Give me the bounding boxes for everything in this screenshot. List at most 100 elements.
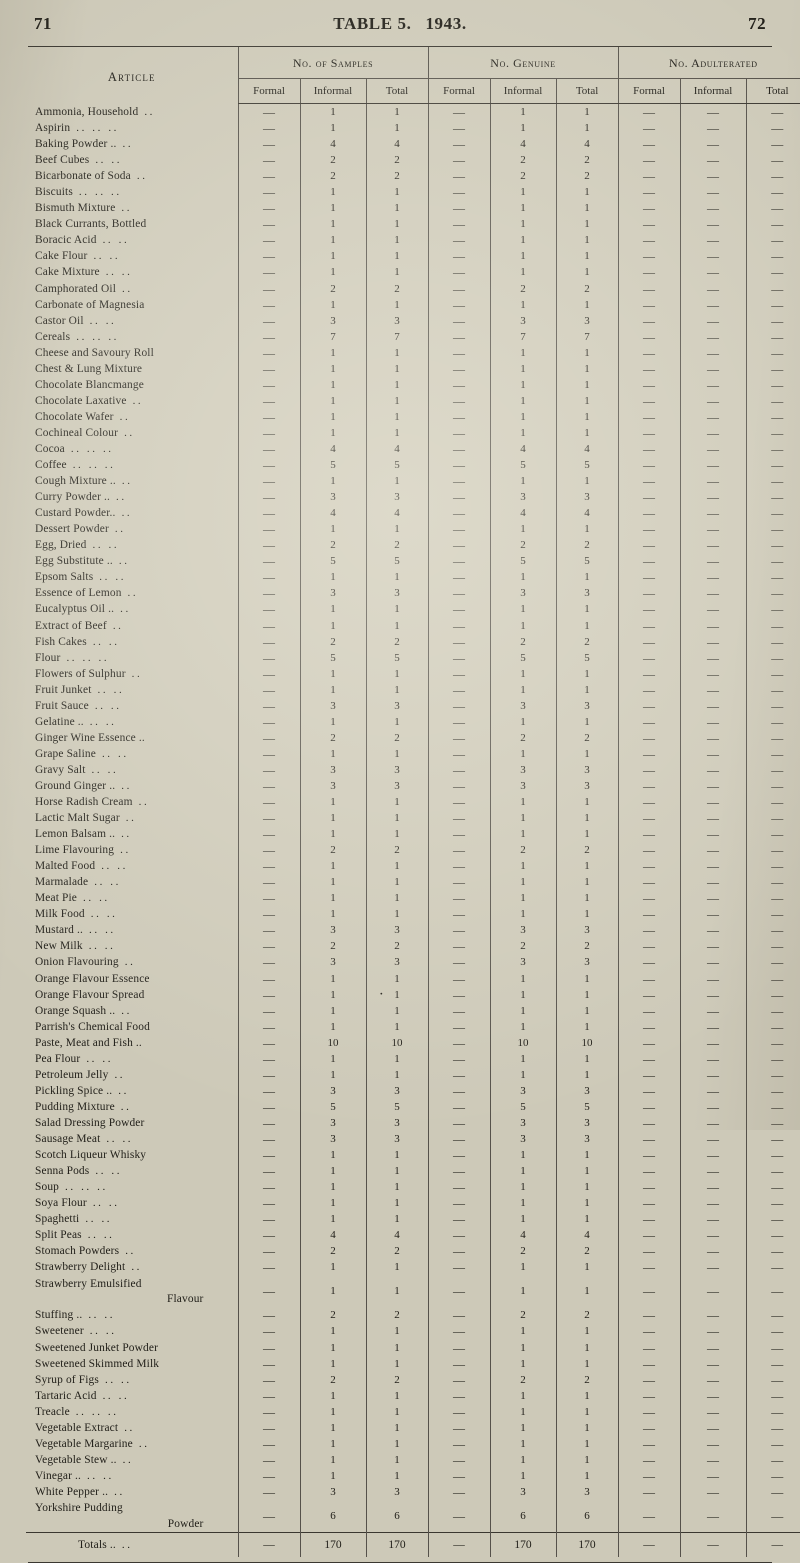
cell-genuine-formal: —	[427, 136, 491, 153]
folio-right: 72	[748, 14, 766, 33]
cell-genuine-informal: 1	[489, 617, 557, 634]
cell-genuine-formal: —	[427, 729, 491, 746]
table-row: Chest & Lung Mixture —1 1—1 1— — —	[26, 360, 800, 377]
cell-genuine-formal: —	[427, 745, 491, 762]
table-row: Tartaric Acid.. .. —1 1—1 1— — —	[26, 1387, 800, 1404]
cell-genuine-informal: 1	[489, 1435, 557, 1452]
cell-genuine-total: 1	[555, 1259, 619, 1276]
cell-genuine-formal: —	[427, 1018, 491, 1035]
cell-genuine-informal: 3	[489, 312, 557, 329]
article-label: Chest & Lung Mixture	[35, 362, 143, 375]
cell-genuine-total: 1	[555, 1195, 619, 1212]
cell-adulterated-informal: —	[679, 986, 747, 1003]
cell-genuine-informal: 1	[489, 103, 557, 121]
cell-adulterated-total: —	[745, 200, 800, 217]
cell-samples-informal: 2	[299, 938, 366, 955]
cell-samples-informal: 3	[299, 489, 366, 506]
cell-genuine-total: 1	[555, 1163, 619, 1180]
cell-adulterated-total: —	[745, 1451, 800, 1468]
article-name-cell: Pickling Spice ....	[26, 1083, 238, 1099]
cell-samples-formal: —	[237, 1147, 300, 1164]
cell-samples-formal: —	[237, 103, 300, 121]
table-row: Senna Pods.. .. —1 1—1 1— — —	[26, 1163, 800, 1180]
cell-samples-total: 10	[365, 1034, 429, 1051]
article-name-cell: Pea Flour .. ..	[26, 1051, 238, 1067]
cell-adulterated-informal: —	[679, 376, 747, 393]
cell-samples-total: 3	[365, 1483, 429, 1500]
totals-row: Totals .... —170 170—170 170— — —	[26, 1531, 800, 1557]
cell-adulterated-informal: —	[679, 1323, 747, 1340]
cell-adulterated-informal: —	[679, 1243, 747, 1260]
cell-adulterated-formal: —	[617, 1371, 681, 1388]
table-row: Boracic Acid.. .. —1 1—1 1— — —	[26, 232, 800, 249]
cell-samples-total: 1	[365, 248, 429, 265]
cell-samples-total: 1	[365, 1339, 429, 1356]
cell-samples-informal: 1	[299, 296, 366, 313]
leader-dots: .. ..	[105, 266, 133, 279]
article-label: Cake Mixture	[35, 266, 100, 279]
cell-samples-informal: 1	[299, 1323, 366, 1340]
cell-samples-total: 5	[365, 1098, 429, 1115]
article-name-cell: Black Currants, Bottled	[26, 216, 238, 232]
cell-samples-informal: 1	[299, 1451, 366, 1468]
article-name-cell: Cake Flour .. ..	[26, 248, 238, 264]
table-row: Epsom Salts.. .. —1 1—1 1— — —	[26, 569, 800, 586]
cell-genuine-formal: —	[427, 970, 491, 987]
cell-samples-total: 2	[365, 938, 429, 955]
leader-dots: ..	[121, 779, 132, 792]
cell-genuine-formal: —	[427, 810, 491, 827]
cell-samples-formal: —	[237, 1002, 300, 1019]
cell-genuine-informal: 5	[489, 457, 557, 474]
cell-adulterated-informal: —	[679, 601, 747, 618]
cell-adulterated-formal: —	[617, 473, 681, 490]
cell-adulterated-informal: —	[679, 970, 747, 987]
cell-genuine-total: 1	[555, 344, 619, 361]
table-row: Mustard .... .. —3 3—3 3— — —	[26, 922, 800, 939]
cell-adulterated-total: —	[745, 890, 800, 907]
cell-adulterated-total: —	[745, 537, 800, 554]
table-row: Gelatine .... .. —1 1—1 1— — —	[26, 713, 800, 730]
cell-samples-informal: 1	[299, 103, 366, 121]
cell-genuine-informal: 3	[489, 777, 557, 795]
cell-samples-informal: 1	[299, 473, 366, 490]
article-label: Bismuth Mixture	[35, 202, 116, 215]
cell-samples-formal: —	[237, 1371, 300, 1388]
cell-samples-total: 3	[365, 1082, 429, 1099]
article-label: Strawberry Delight	[35, 1261, 126, 1274]
cell-samples-informal: 1	[299, 1467, 366, 1484]
cell-samples-informal: 2	[299, 537, 366, 554]
leader-dots: ..	[121, 1004, 132, 1017]
article-label: Aspirin	[35, 122, 71, 135]
cell-adulterated-formal: —	[617, 1419, 681, 1436]
cell-samples-total: 1	[365, 232, 429, 249]
cell-genuine-total: 1	[555, 1211, 619, 1228]
cell-adulterated-formal: —	[617, 890, 681, 907]
cell-adulterated-informal: —	[679, 1179, 747, 1196]
cell-adulterated-informal: —	[679, 103, 747, 121]
cell-adulterated-informal: —	[679, 152, 747, 169]
cell-adulterated-formal: —	[617, 1211, 681, 1228]
cell-samples-informal: 1	[299, 1147, 366, 1164]
cell-genuine-formal: —	[427, 1131, 491, 1148]
article-name-cell: Treacle .. .. ..	[26, 1404, 238, 1420]
cell-samples-formal: —	[237, 1082, 300, 1099]
cell-adulterated-formal: —	[617, 103, 681, 121]
cell-adulterated-total: —	[745, 1018, 800, 1035]
table-row: Lime Flavouring.. —2 2—2 2— — —	[26, 842, 800, 859]
article-label: Black Currants, Bottled	[35, 218, 147, 231]
cell-genuine-informal: 1	[489, 1018, 557, 1035]
cell-adulterated-total: —	[745, 1131, 800, 1148]
cell-genuine-informal: 1	[489, 794, 557, 811]
cell-adulterated-formal: —	[617, 970, 681, 987]
cell-adulterated-formal: —	[617, 553, 681, 570]
cell-adulterated-total: —	[745, 505, 800, 522]
cell-adulterated-formal: —	[617, 826, 681, 843]
cell-adulterated-total: —	[745, 312, 800, 329]
cell-adulterated-informal: —	[679, 360, 747, 377]
cell-adulterated-formal: —	[617, 296, 681, 313]
cell-genuine-formal: —	[427, 681, 491, 698]
cell-adulterated-total: —	[745, 569, 800, 586]
cell-genuine-total: 1	[555, 1002, 619, 1019]
cell-adulterated-total: —	[745, 810, 800, 827]
cell-genuine-total: 2	[555, 1371, 619, 1388]
